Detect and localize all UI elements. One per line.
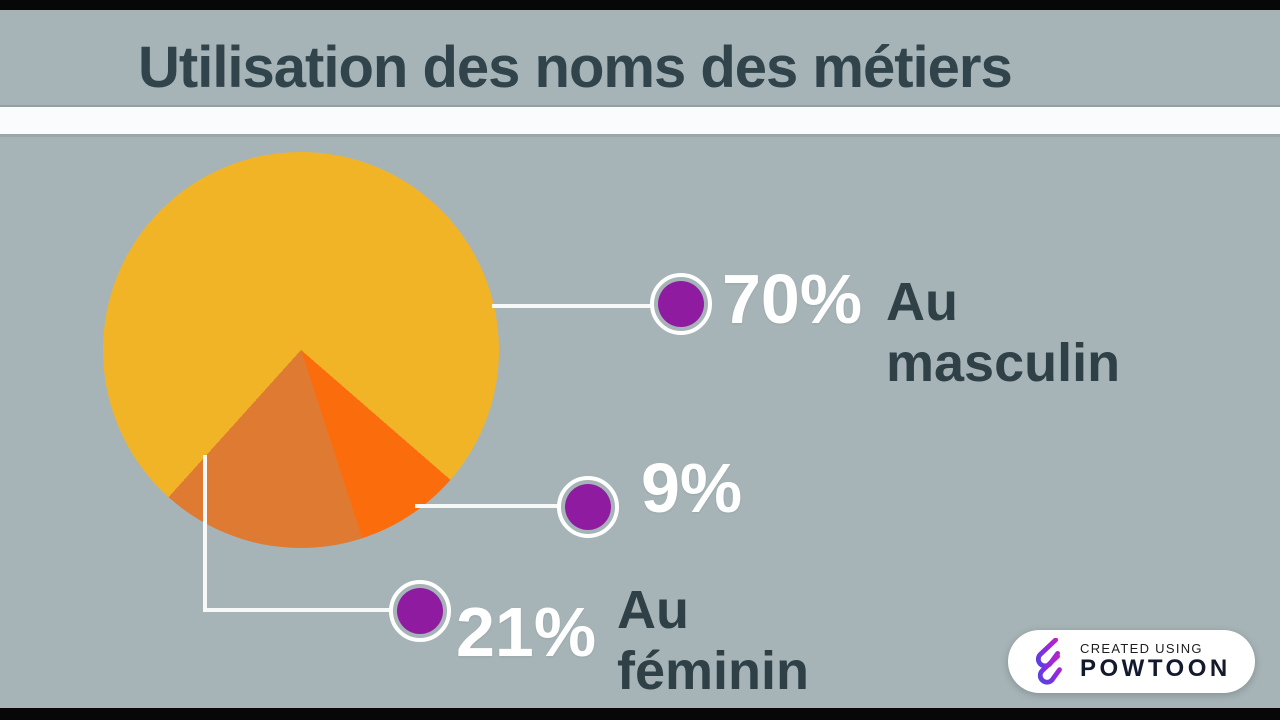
callout-line-21-horizontal: [203, 608, 391, 612]
powtoon-logo-icon: [1036, 637, 1062, 685]
slide-title: Utilisation des noms des métiers: [138, 35, 1013, 100]
callout-dot: [565, 484, 611, 530]
callout-line-21-vertical: [203, 455, 207, 612]
letterbox-bottom: [0, 708, 1280, 720]
callout-ring: [389, 580, 451, 642]
callout-dot: [397, 588, 443, 634]
watermark-brand-text: POWTOON: [1080, 655, 1231, 683]
powtoon-watermark-badge[interactable]: CREATED USING POWTOON: [1008, 630, 1255, 693]
callout-line-70: [492, 304, 652, 308]
callout-line-9: [415, 504, 559, 508]
callout-dot: [658, 281, 704, 327]
callout-ring: [650, 273, 712, 335]
callout-percent-9: 9%: [641, 449, 743, 527]
letterbox-top: [0, 0, 1280, 10]
pie-chart: [103, 152, 499, 548]
callout-label-masculin: Au masculin: [886, 272, 1121, 394]
divider-stripe: [0, 105, 1280, 137]
watermark-small-text: CREATED USING: [1080, 640, 1203, 656]
callout-percent-70: 70%: [722, 260, 863, 338]
callout-label-feminin: Au féminin: [617, 580, 810, 702]
callout-percent-21: 21%: [456, 593, 597, 671]
callout-ring: [557, 476, 619, 538]
